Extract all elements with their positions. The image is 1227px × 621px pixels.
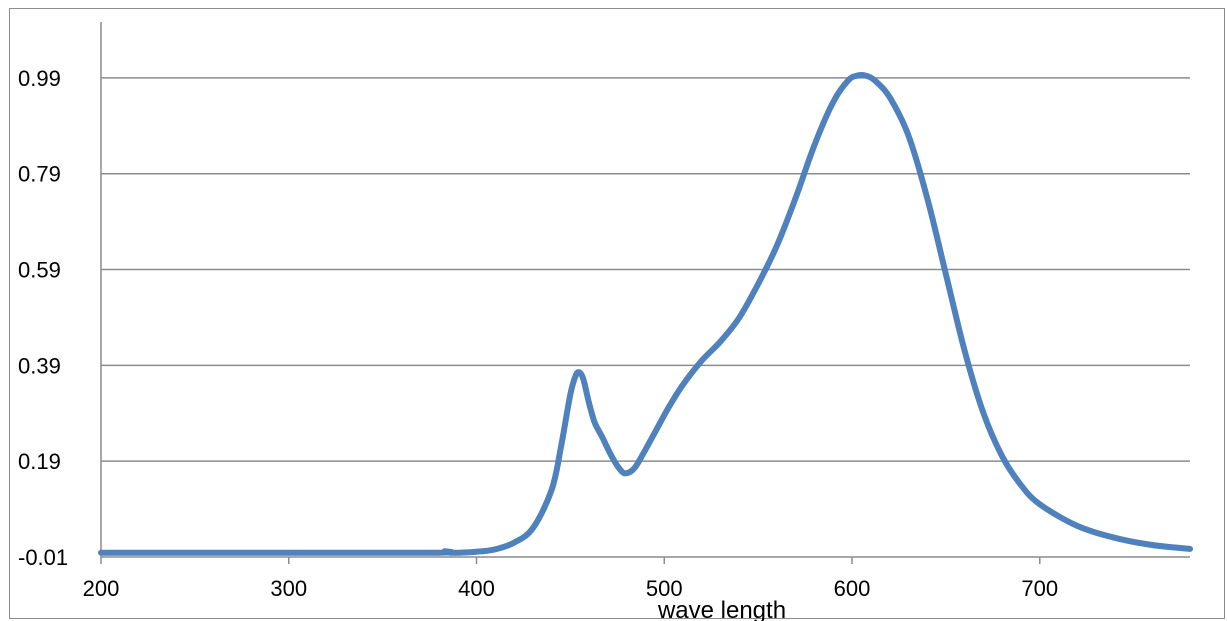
gridlines bbox=[101, 77, 1190, 462]
y-tick-label: 0.59 bbox=[18, 258, 61, 283]
x-tick-label: 700 bbox=[1021, 576, 1058, 601]
x-axis-ticks bbox=[100, 557, 1041, 564]
x-axis-title: wave length bbox=[657, 597, 786, 621]
x-tick-label: 300 bbox=[270, 576, 307, 601]
x-axis-tick-labels: 200 300 400 500 600 700 bbox=[83, 576, 1059, 601]
y-tick-label: -0.01 bbox=[18, 545, 68, 570]
y-tick-label: 0.99 bbox=[18, 66, 61, 91]
x-tick-label: 400 bbox=[458, 576, 495, 601]
chart-frame bbox=[9, 8, 1225, 619]
y-tick-label: 0.39 bbox=[18, 353, 61, 378]
x-tick-label: 200 bbox=[83, 576, 120, 601]
y-tick-label: 0.19 bbox=[18, 449, 61, 474]
series-line bbox=[98, 71, 1193, 556]
x-tick-label: 600 bbox=[834, 576, 871, 601]
y-axis-tick-labels: -0.01 0.19 0.39 0.59 0.79 0.99 bbox=[18, 66, 68, 570]
y-tick-label: 0.79 bbox=[18, 162, 61, 187]
x-tick-label: 500 bbox=[646, 576, 683, 601]
